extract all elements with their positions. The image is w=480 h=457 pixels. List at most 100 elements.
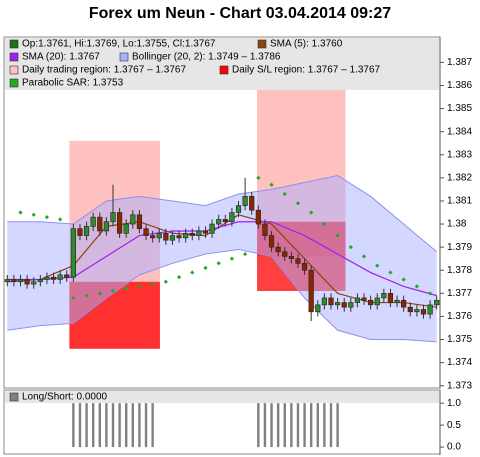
- y-tick-label: 0.5: [447, 420, 461, 431]
- candle-body: [262, 223, 268, 236]
- legend-swatch: [9, 52, 19, 62]
- legend-label: Op:1.3761, Hi:1.3769, Lo:1.3755, Cl:1.37…: [22, 39, 216, 50]
- sar-dot: [335, 233, 340, 238]
- legend-label: SMA (20): 1.3767: [22, 52, 100, 63]
- bar: [276, 403, 280, 448]
- candle-body: [381, 293, 387, 299]
- bar: [309, 403, 313, 448]
- bar: [111, 403, 115, 448]
- candle-body: [143, 228, 149, 236]
- candle-body: [4, 279, 10, 283]
- candle-body: [31, 281, 37, 285]
- candle-body: [169, 235, 176, 241]
- y-tick-label: 1.386: [447, 80, 472, 91]
- candle-body: [255, 209, 261, 225]
- candle-body: [216, 219, 222, 225]
- candle-body: [11, 279, 17, 283]
- band-lower: [7, 248, 437, 343]
- candle-body: [394, 299, 400, 303]
- candle-body: [361, 297, 367, 301]
- legend-swatch: [219, 65, 229, 75]
- candle-body: [427, 304, 433, 315]
- bar: [336, 403, 339, 448]
- legend-swatch: [257, 39, 267, 49]
- sar-dot: [401, 277, 406, 282]
- candle-body: [150, 235, 156, 239]
- sar-dot: [414, 284, 420, 289]
- legend-swatch: [9, 392, 19, 402]
- candle-body: [354, 297, 361, 303]
- sar-dot: [269, 182, 274, 187]
- bar: [283, 403, 286, 448]
- sar-dot: [150, 281, 155, 287]
- candle-body: [83, 226, 90, 236]
- legend-swatch: [9, 65, 19, 75]
- candle-body: [341, 302, 347, 308]
- candle-body: [242, 196, 248, 206]
- bar: [118, 403, 121, 448]
- candle-body: [374, 297, 380, 306]
- candle-body: [321, 297, 327, 306]
- candle-body: [176, 235, 182, 239]
- legend-swatch: [119, 52, 129, 62]
- candle-body: [222, 219, 228, 223]
- candle-body: [70, 228, 76, 278]
- sar-dot: [216, 261, 221, 266]
- legend-box: [5, 38, 439, 90]
- y-tick-label: 1.374: [447, 357, 472, 368]
- candle-body: [136, 214, 143, 229]
- sar-dot: [18, 210, 23, 215]
- sar-dot: [348, 245, 353, 250]
- sar-dot: [58, 217, 63, 222]
- sar-dot: [31, 212, 36, 217]
- candle-body: [348, 302, 354, 308]
- legend-label: Daily S/L region: 1.3767 – 1.3767: [232, 65, 381, 76]
- sar-dot: [388, 270, 393, 275]
- bar: [138, 403, 141, 448]
- candle-body: [434, 299, 440, 306]
- bar: [98, 403, 101, 448]
- sar-dot: [309, 210, 314, 215]
- sar-dot: [44, 214, 50, 220]
- candle-body: [17, 279, 24, 283]
- candle-body: [117, 212, 123, 234]
- y-tick-label: 1.38: [447, 219, 467, 230]
- bar: [144, 403, 148, 448]
- indicator-line: [7, 221, 437, 297]
- candle-body: [268, 235, 275, 248]
- bar: [257, 403, 260, 448]
- candle-body: [308, 269, 314, 313]
- candle-body: [202, 230, 209, 234]
- sar-dot: [176, 275, 182, 280]
- bar: [125, 403, 128, 448]
- candle-body: [123, 223, 129, 234]
- candle-body: [315, 304, 321, 313]
- bar: [72, 403, 75, 448]
- candle-body: [235, 205, 242, 213]
- bar: [151, 403, 154, 448]
- y-tick-label: 1.375: [447, 334, 472, 345]
- candle-body: [335, 302, 341, 306]
- candle-body: [401, 299, 407, 308]
- bar: [303, 403, 306, 448]
- legend-label: Parabolic SAR: 1.3753: [22, 78, 124, 89]
- bar: [131, 403, 135, 448]
- y-tick-label: 1.373: [447, 380, 472, 391]
- y-tick-label: 1.387: [447, 57, 472, 68]
- sar-dot: [229, 256, 235, 261]
- sar-dot: [203, 265, 208, 271]
- y-tick-label: 1.384: [447, 126, 472, 137]
- bar: [290, 403, 293, 448]
- candle-body: [295, 258, 301, 264]
- y-tick-label: 1.382: [447, 173, 472, 184]
- candle-body: [368, 299, 374, 306]
- candle-body: [189, 232, 195, 236]
- candle-body: [196, 230, 202, 236]
- indicator-line: [7, 214, 437, 308]
- chart-title: Forex um Neun - Chart 03.04.2014 09:27: [89, 5, 391, 22]
- candle-body: [90, 216, 96, 227]
- candle-body: [163, 232, 169, 241]
- candle-body: [97, 216, 103, 232]
- candle-body: [50, 276, 57, 280]
